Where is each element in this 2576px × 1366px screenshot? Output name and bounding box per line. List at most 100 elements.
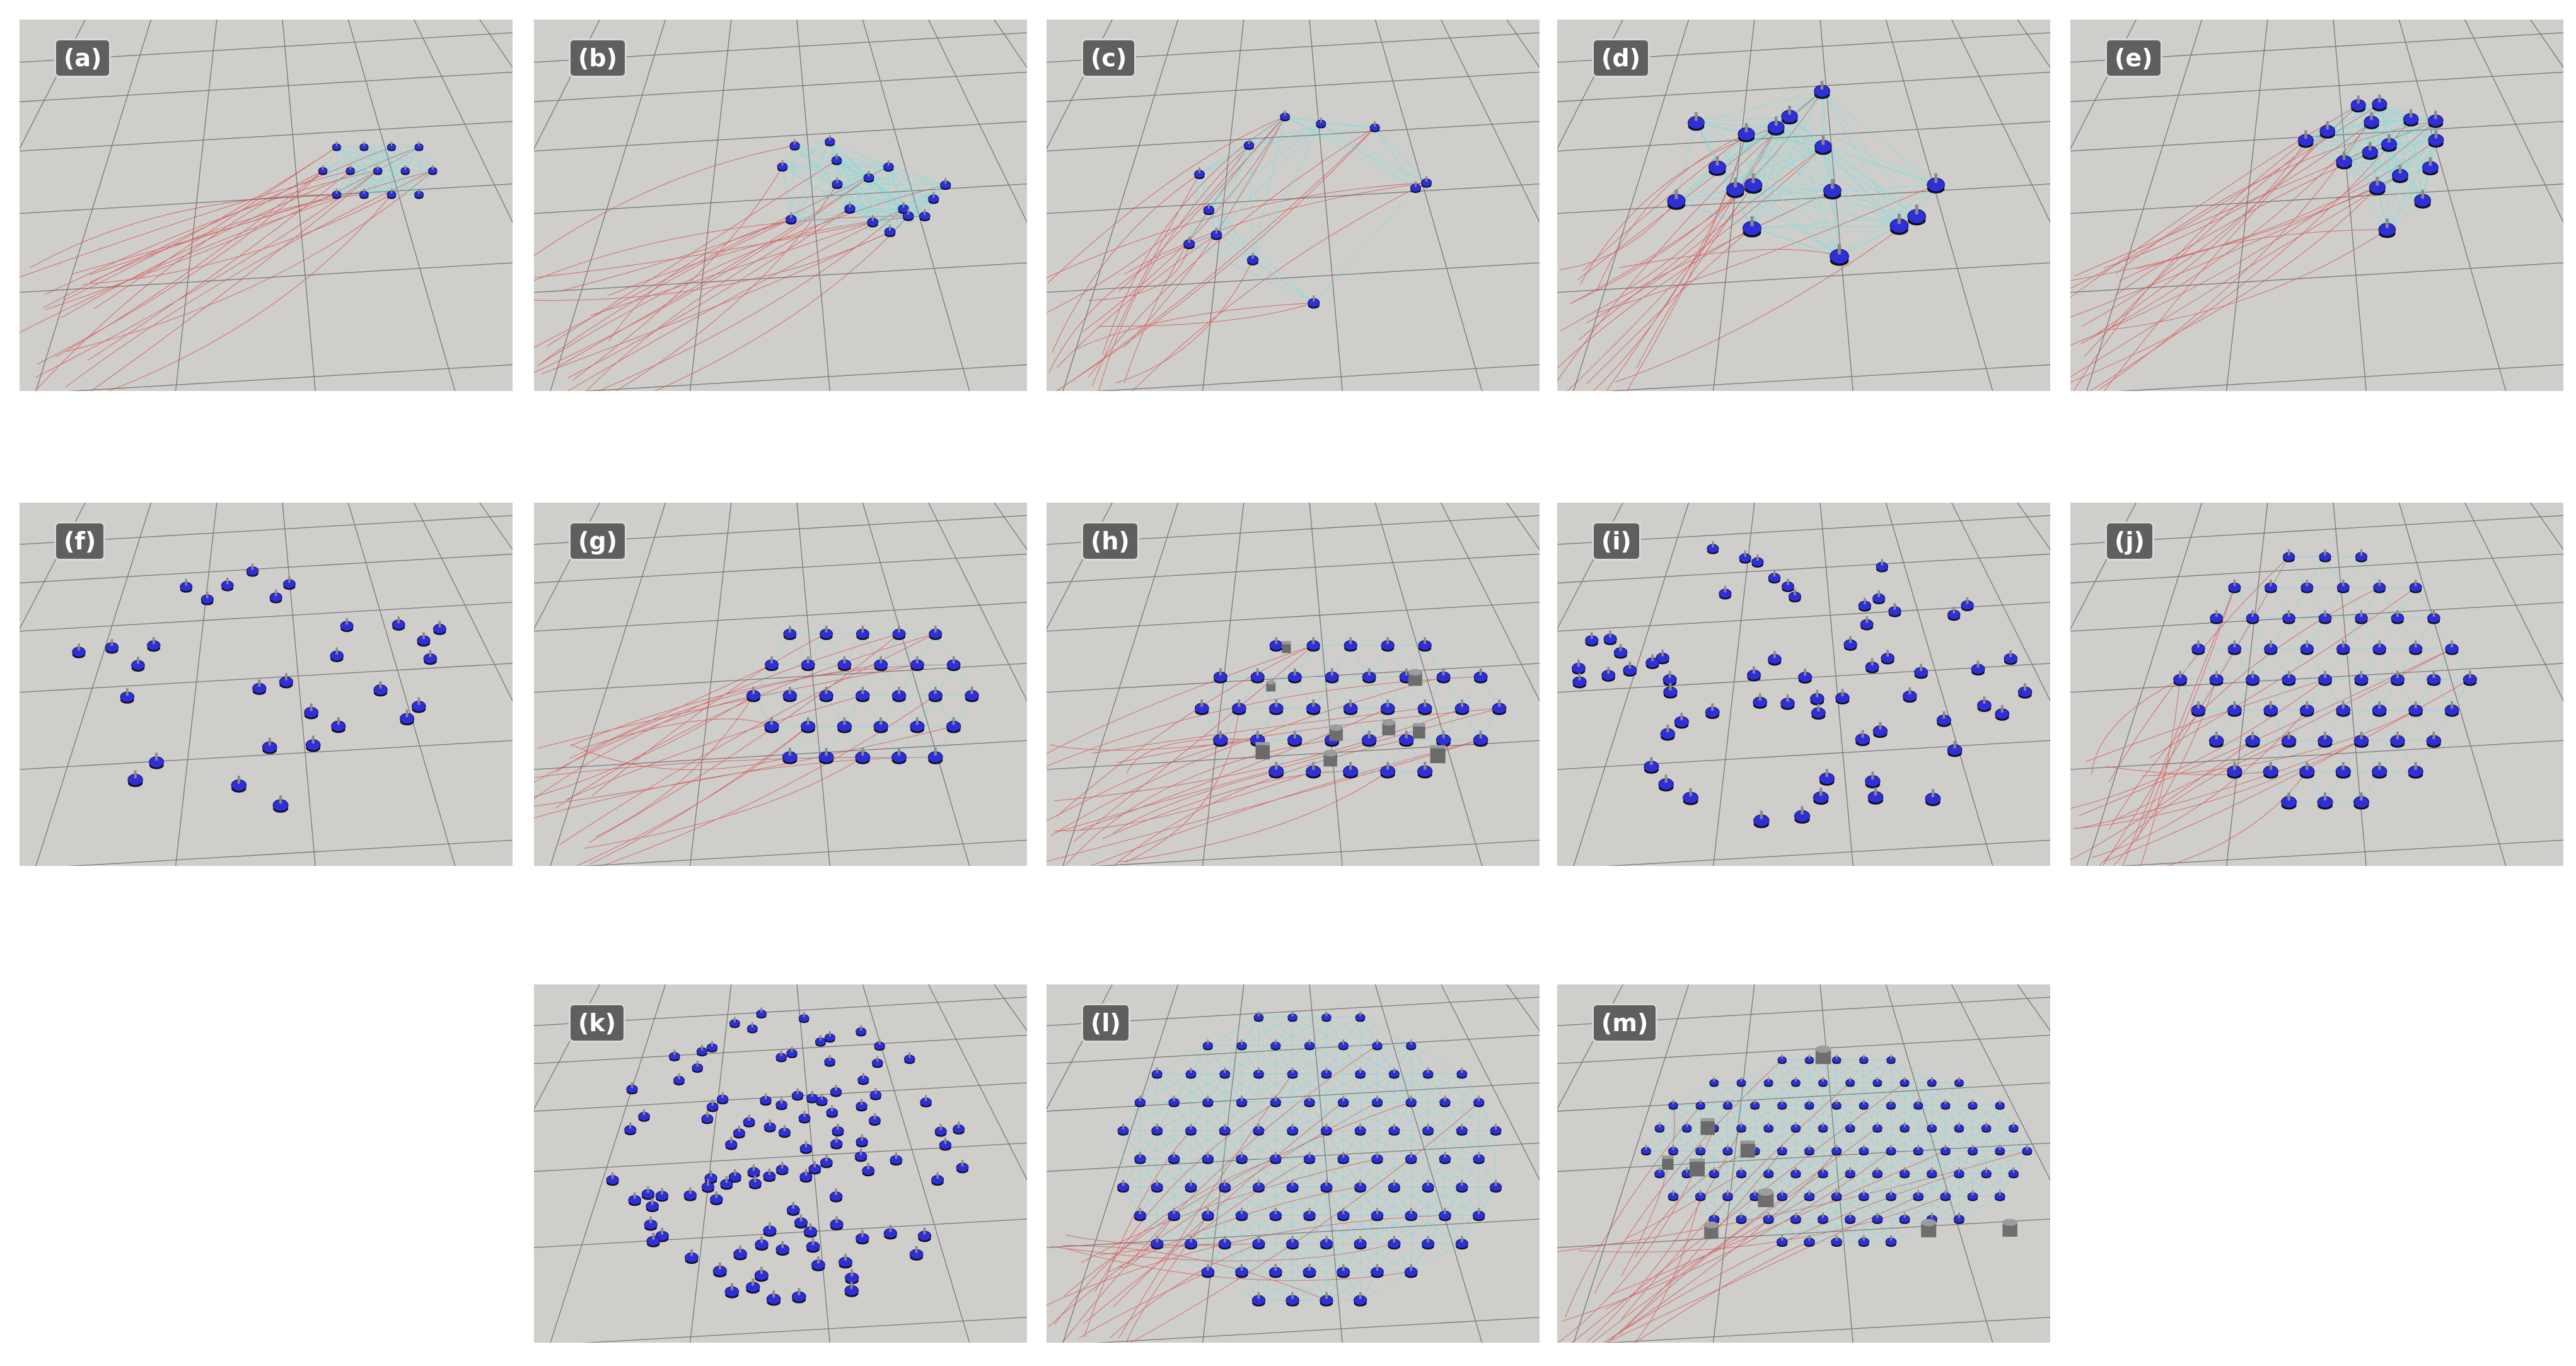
robot-sensor [770, 717, 773, 725]
trajectory [1619, 248, 1840, 269]
floor [534, 20, 1027, 391]
panel-label: (k) [569, 1003, 626, 1042]
robot-sensor [2270, 640, 2272, 648]
link [1258, 1159, 1310, 1188]
robot-sensor [390, 141, 393, 146]
obstacle-top [1323, 749, 1338, 757]
grid-line [1047, 20, 1113, 150]
robot-sensor [1876, 1167, 1879, 1173]
grid-line [1573, 20, 1690, 391]
trajectory [534, 231, 890, 301]
grid-line [175, 20, 218, 391]
robot-sensor [1795, 1122, 1797, 1128]
link [2389, 120, 2436, 145]
link [1190, 1215, 1242, 1244]
robot-sensor [1861, 730, 1864, 738]
panel-label: (c) [1081, 38, 1137, 78]
obstacle-top [1282, 641, 1291, 645]
robot-sensor [873, 1112, 876, 1119]
robot-sensor [1915, 204, 1918, 214]
link [1343, 1130, 1395, 1159]
robot-sensor [1727, 1099, 1729, 1105]
grid-line [2086, 20, 2203, 391]
trajectory [534, 177, 869, 373]
link [1696, 122, 1736, 190]
scene [1557, 503, 2050, 866]
link [868, 177, 873, 223]
trajectory [1081, 1158, 1378, 1264]
link [1839, 184, 1936, 257]
panel-label: (f) [54, 522, 106, 561]
robot-sensor [835, 1085, 837, 1091]
trajectory [2112, 648, 2452, 822]
link [1292, 1215, 1344, 1244]
trajectory [1586, 146, 1824, 324]
robot-sensor [1754, 1189, 1756, 1196]
trajectory [1113, 739, 1407, 866]
link [782, 166, 838, 185]
robot-sensor [1359, 1067, 1362, 1073]
robot-sensor [1190, 1123, 1192, 1130]
robot-sensor [813, 1161, 816, 1168]
link [1775, 127, 1900, 226]
link [791, 177, 869, 220]
obstacle-top [1815, 1045, 1831, 1053]
robot-sensor [825, 686, 828, 694]
trajectory [2102, 556, 2290, 866]
panel-label: (j) [2105, 522, 2154, 561]
obstacle-box [1662, 1159, 1674, 1170]
robot-sensor [1190, 1235, 1192, 1242]
link [1945, 1173, 1987, 1197]
grid-line [2118, 839, 2563, 866]
robot-sensor [1773, 569, 1776, 577]
link [1735, 91, 1823, 190]
robot-sensor [1835, 1189, 1838, 1196]
trajectory [589, 726, 809, 865]
robot-sensor [1139, 1152, 1141, 1158]
link [1209, 209, 1253, 260]
panel: (h) [1047, 503, 1540, 866]
robot-sensor [1822, 1212, 1824, 1218]
grid-line [796, 20, 830, 391]
robot-sensor [1781, 1145, 1784, 1150]
trajectory [1578, 1196, 1946, 1252]
link [1241, 1243, 1293, 1273]
link [2358, 105, 2401, 176]
link [829, 141, 891, 232]
trajectory [586, 208, 850, 391]
link [791, 160, 837, 220]
link [2344, 161, 2401, 176]
robot-sensor [1393, 1067, 1395, 1073]
link [1696, 122, 1754, 185]
robot-sensor [1917, 1189, 1920, 1196]
trajectory [2085, 679, 2326, 762]
robot-sensor [125, 688, 129, 696]
robot-sensor [1650, 757, 1653, 766]
link [1717, 167, 1840, 257]
robot-sensor [859, 1148, 862, 1155]
robot-sensor [363, 141, 365, 146]
link [336, 170, 378, 195]
link [1252, 123, 1321, 260]
robot-sensor [1312, 762, 1315, 770]
robot-sensor [952, 656, 955, 663]
robot-sensor [1903, 1167, 1906, 1173]
communication-links [2306, 103, 2437, 230]
robot-sensor [1410, 1039, 1412, 1045]
link [890, 216, 925, 232]
robot-sensor [1325, 1292, 1328, 1299]
trajectory [566, 695, 863, 800]
robots [318, 141, 438, 199]
robot-sensor [1444, 1095, 1446, 1101]
robot-sensor [661, 1227, 664, 1235]
link [1986, 1150, 2028, 1174]
link [2371, 121, 2423, 201]
link [1321, 123, 1375, 128]
link [1427, 1159, 1479, 1188]
link [782, 141, 830, 167]
trajectory [534, 221, 873, 278]
robot-sensor [1173, 1208, 1175, 1215]
link [836, 160, 873, 223]
robot-sensor [78, 643, 80, 651]
robot-sensor [1393, 1123, 1395, 1130]
